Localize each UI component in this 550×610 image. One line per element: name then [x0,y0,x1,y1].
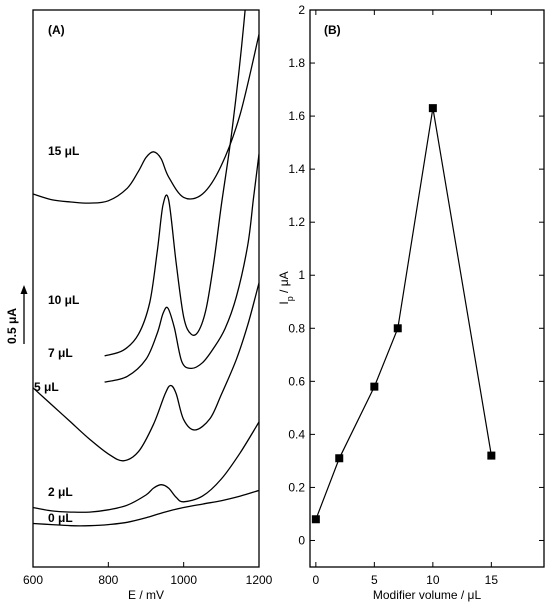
panel-a-series-label: 5 μL [34,380,59,394]
panel-b-x-tick-label: 5 [371,573,378,587]
panel-a-series-line [104,10,246,357]
panel-b-y-tick-label: 2 [298,3,305,17]
panel-b-data-point [428,104,437,113]
panel-a-x-tick-label: 1000 [170,573,197,587]
panel-a-series-line [33,489,259,527]
panel-b-data-point [370,382,379,391]
panel-a: (A) 600 800 1000 1200 15 μL 10 μL 7 μL 5 μL 2 μ… [5,9,273,602]
panel-b-label: (B) [324,23,341,37]
panel-a-series-line [33,421,259,513]
panel-b-y-tick-label: 1.2 [288,215,305,229]
panel-a-frame [32,9,260,568]
panel-b-data-point [311,515,320,524]
panel-a-x-axis-label: E / mV [128,588,164,602]
panel-a-x-tick-label: 600 [23,573,43,587]
panel-b-x-tick-label: 0 [313,573,320,587]
panel-b-x-tick-label: 10 [426,573,440,587]
panel-a-x-tick-label: 1200 [246,573,273,587]
panel-b-data-point [335,454,344,463]
panel-b-y-tick-label: 0.2 [288,480,305,494]
panel-b-y-tick-label: 0.6 [288,374,305,388]
panel-b-series [311,104,496,524]
panel-b-series-line [315,108,492,520]
panel-a-label: (A) [48,23,65,37]
panel-a-series-label: 0 μL [48,511,73,525]
panel-b-x-axis-label: Modifier volume / μL [373,588,482,602]
panel-b-y-tick-label: 0.8 [288,321,305,335]
panel-a-series-label: 10 μL [48,293,79,307]
panel-b-frame [309,9,545,568]
panel-a-series-line [33,282,259,462]
panel-b-x-tick-label: 15 [485,573,499,587]
panel-a-series-label: 2 μL [48,485,73,499]
panel-a-series-line [33,34,259,204]
panel-b-data-point [393,324,402,333]
panel-a-series-line [104,154,259,383]
panel-b: (B) 0 5 10 15 0 0.2 0.4 0.6 0.8 1 1.2 1.4 1.6 1.8 2 Mo… [277,3,545,602]
panel-b-y-axis-label: Ip / μA [277,271,295,304]
panel-b-ticks: 0 5 10 15 0 0.2 0.4 0.6 0.8 1 1.2 1.4 1.6 1.8 2 [288,3,544,587]
scale-bar-label: 0.5 μA [5,308,19,344]
panel-b-y-tick-label: 1.4 [288,162,305,176]
panel-b-y-tick-label: 0.4 [288,427,305,441]
panel-a-x-tick-label: 800 [98,573,118,587]
panel-b-y-tick-label: 1.6 [288,109,305,123]
panel-a-series-label: 15 μL [48,144,79,158]
panel-b-y-tick-label: 1.8 [288,56,305,70]
panel-a-series-label: 7 μL [48,346,73,360]
scale-bar-arrowhead [20,285,28,294]
scale-bar: 0.5 μA [5,285,28,344]
panel-a-curves [33,10,259,527]
panel-b-y-tick-label: 0 [298,533,305,547]
panel-b-y-tick-label: 1 [298,268,305,282]
panel-b-data-point [487,451,496,460]
panel-a-x-ticks: 600 800 1000 1200 [23,562,273,587]
panel-a-curve-labels: 15 μL 10 μL 7 μL 5 μL 2 μL 0 μL [34,144,79,525]
